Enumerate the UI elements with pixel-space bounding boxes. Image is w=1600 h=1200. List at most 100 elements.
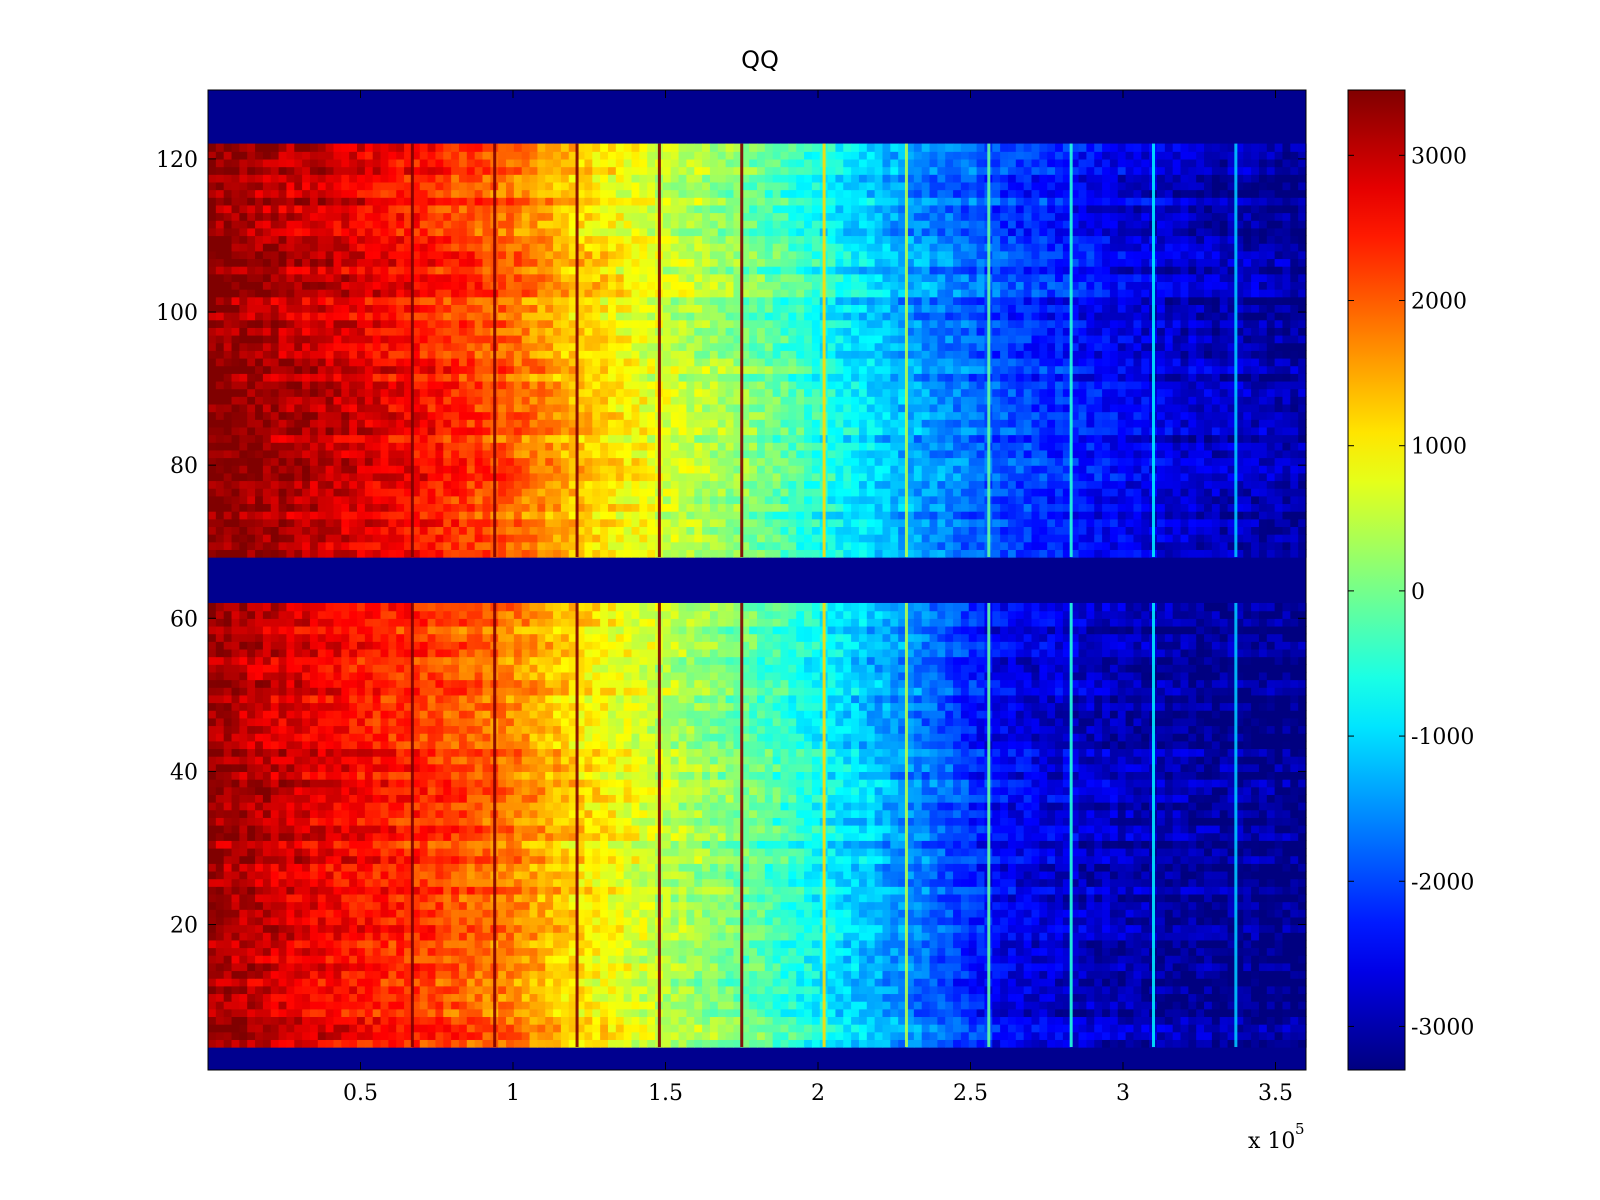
heatmap-cell [1298, 350, 1307, 359]
heatmap-cell [890, 426, 899, 436]
heatmap-cell [325, 388, 335, 397]
heatmap-cell [388, 465, 397, 474]
heatmap-cell [874, 373, 884, 382]
heatmap-cell [294, 465, 303, 474]
heatmap-cell [992, 518, 1001, 528]
heatmap-cell [851, 396, 860, 405]
heatmap-cell [388, 457, 397, 466]
heatmap-cell [937, 373, 946, 382]
heatmap-cell [968, 388, 978, 397]
heatmap-cell [1102, 541, 1111, 550]
heatmap-cell [1000, 442, 1009, 451]
heatmap-cell [631, 434, 640, 443]
heatmap-cell [1070, 403, 1080, 413]
heatmap-cell [1055, 312, 1064, 321]
heatmap-cell [709, 335, 719, 344]
heatmap-cell [1266, 327, 1276, 336]
heatmap-cell [921, 396, 931, 405]
heatmap-cell [1235, 549, 1244, 558]
heatmap-cell [796, 327, 805, 336]
heatmap-cell [458, 388, 468, 397]
heatmap-cell [945, 534, 954, 543]
heatmap-cell [757, 304, 766, 313]
heatmap-cell [521, 350, 531, 359]
heatmap-cell [1062, 511, 1072, 520]
heatmap-cell [255, 335, 264, 344]
heatmap-cell [1070, 327, 1080, 336]
heatmap-cell [1117, 434, 1127, 443]
heatmap-cell [788, 312, 797, 321]
heatmap-cell [513, 342, 523, 351]
heatmap-cell [709, 304, 719, 313]
heatmap-cell [600, 380, 609, 390]
heatmap-cell [866, 281, 876, 290]
heatmap-cell [404, 373, 413, 382]
heatmap-cell [529, 403, 538, 413]
heatmap-cell [482, 465, 491, 474]
heatmap-cell [780, 319, 789, 328]
heatmap-cell [804, 289, 813, 298]
heatmap-cell [427, 350, 437, 359]
heatmap-cell [843, 312, 852, 321]
heatmap-cell [1000, 380, 1009, 390]
heatmap-cell [1196, 495, 1205, 505]
heatmap-cell [388, 495, 397, 505]
heatmap-cell [866, 335, 876, 344]
heatmap-cell [357, 411, 366, 420]
heatmap-cell [286, 472, 295, 482]
heatmap-cell [568, 380, 578, 390]
heatmap-cell [325, 342, 335, 351]
heatmap-cell [349, 442, 358, 451]
heatmap-cell [631, 449, 640, 459]
heatmap-cell [937, 449, 946, 459]
heatmap-cell [278, 411, 288, 420]
heatmap-cell [717, 526, 727, 535]
heatmap-cell [953, 380, 962, 390]
heatmap-cell [388, 549, 397, 558]
heatmap-cell [458, 526, 468, 535]
heatmap-cell [1227, 327, 1237, 336]
heatmap-cell [717, 373, 727, 382]
heatmap-cell [553, 365, 562, 374]
heatmap-cell [1211, 457, 1221, 466]
heatmap-cell [890, 289, 899, 298]
heatmap-cell [576, 396, 586, 405]
heatmap-cell [427, 403, 437, 413]
heatmap-cell [1274, 350, 1284, 359]
heatmap-cell [1055, 541, 1064, 550]
heatmap-cell [898, 335, 907, 344]
heatmap-cell [694, 534, 703, 543]
heatmap-cell [294, 403, 303, 413]
heatmap-cell [576, 534, 586, 543]
heatmap-cell [686, 541, 695, 550]
heatmap-cell [584, 541, 593, 550]
heatmap-cell [913, 327, 923, 336]
heatmap-cell [333, 396, 342, 405]
heatmap-cell [1015, 357, 1025, 367]
heatmap-cell [349, 434, 358, 443]
heatmap-cell [631, 388, 640, 397]
heatmap-cell [1102, 335, 1111, 344]
heatmap-cell [443, 335, 452, 344]
heatmap-cell [733, 327, 742, 336]
heatmap-cell [1094, 396, 1103, 405]
heatmap-cell [1117, 465, 1127, 474]
heatmap-cell [592, 541, 601, 550]
heatmap-cell [1211, 304, 1221, 313]
heatmap-cell [858, 296, 868, 305]
heatmap-cell [568, 426, 578, 436]
heatmap-cell [843, 434, 852, 443]
heatmap-cell [670, 534, 680, 543]
heatmap-cell [357, 472, 366, 482]
heatmap-cell [278, 342, 288, 351]
heatmap-cell [529, 426, 538, 436]
heatmap-cell [364, 518, 374, 528]
heatmap-cell [404, 434, 413, 443]
heatmap-cell [788, 434, 797, 443]
heatmap-cell [576, 472, 586, 482]
heatmap-cell [1015, 511, 1025, 520]
heatmap-cell [553, 312, 562, 321]
heatmap-cell [866, 511, 876, 520]
heatmap-cell [1055, 549, 1064, 558]
heatmap-cell [239, 296, 248, 305]
